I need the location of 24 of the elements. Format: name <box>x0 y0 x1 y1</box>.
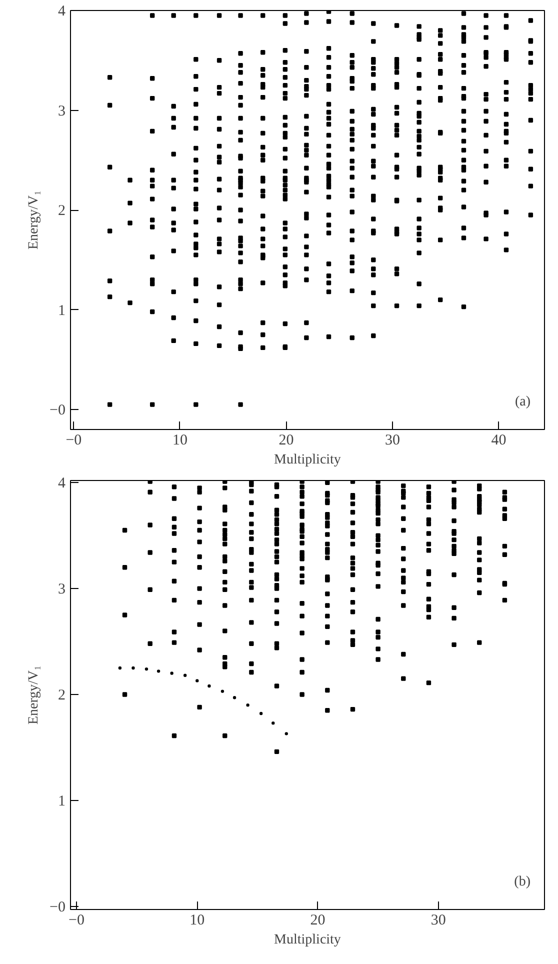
annotation: (b) <box>514 874 531 890</box>
y-tick-label: −0 <box>50 402 66 419</box>
x-tick-label: 30 <box>385 432 400 448</box>
y-tick-label: 3 <box>58 103 66 120</box>
y-tick-label: 4 <box>58 476 66 492</box>
y-tick-label: 1 <box>58 302 66 319</box>
x-tick-label: 40 <box>491 432 506 448</box>
x-tick-label: −0 <box>68 912 85 928</box>
y-tick-label: 3 <box>58 582 66 598</box>
y-axis-title: Energy/V₁ <box>26 190 42 250</box>
x-axis-title: Multiplicity <box>274 452 341 468</box>
y-tick-label: 4 <box>58 4 66 20</box>
y-axis-title: Energy/V₁ <box>26 665 42 725</box>
x-tick-label: 20 <box>278 432 294 448</box>
x-tick-label: 10 <box>190 912 205 928</box>
y-tick-label: −0 <box>50 899 66 916</box>
x-tick-label: 30 <box>430 912 446 928</box>
y-tick-label: 1 <box>58 793 66 810</box>
y-tick-label: 2 <box>58 687 66 704</box>
x-tick-label: 20 <box>310 912 326 928</box>
annotation: (a) <box>514 394 531 410</box>
x-tick-label: 10 <box>172 432 188 448</box>
y-tick-label: 2 <box>58 203 66 220</box>
x-axis-title: Multiplicity <box>274 932 341 948</box>
